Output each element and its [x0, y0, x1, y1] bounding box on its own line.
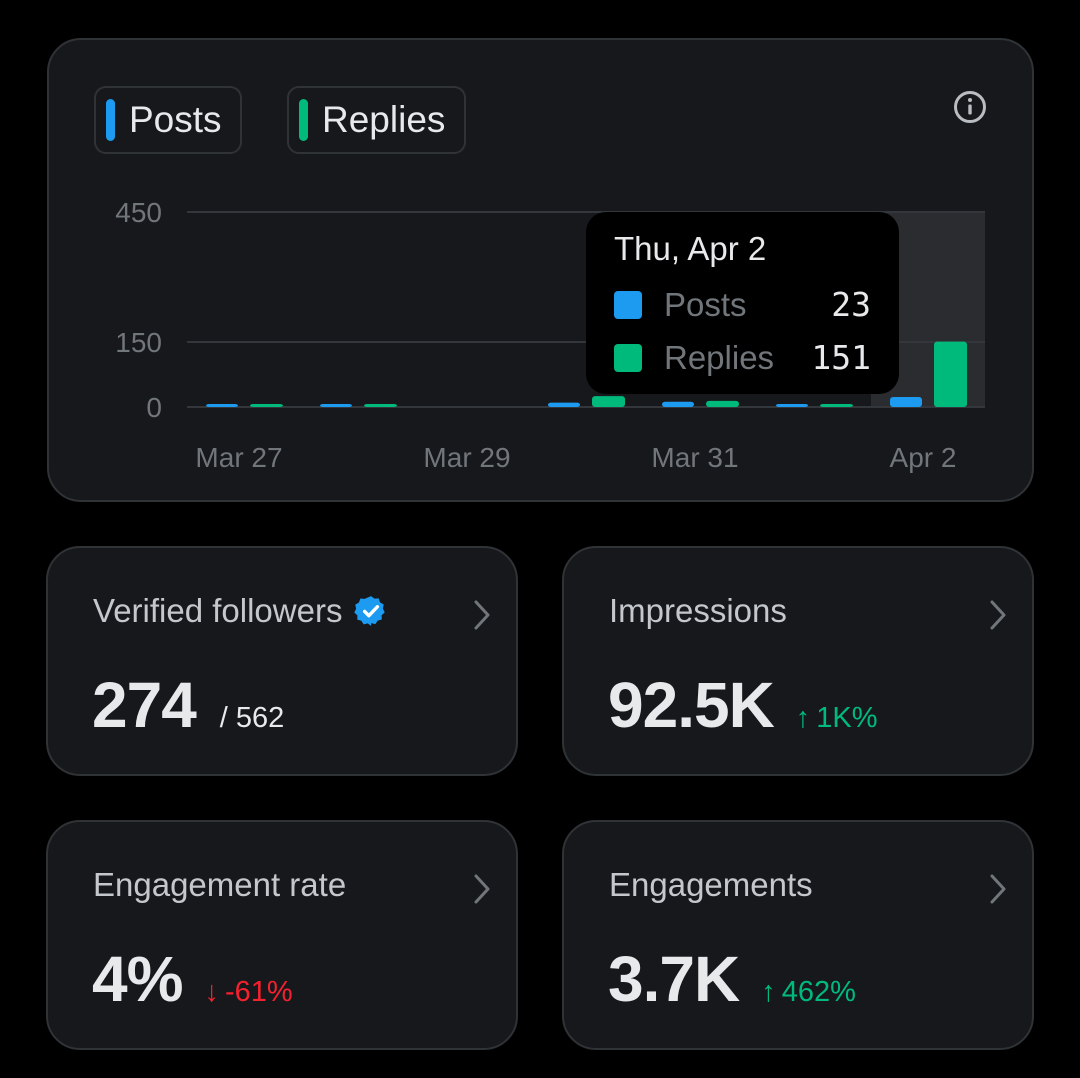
- bar-replies-mar-28[interactable]: [364, 404, 397, 407]
- tooltip-date: Thu, Apr 2: [614, 230, 767, 267]
- impressions-value-row: 92.5K ↑ 1K%: [608, 668, 878, 742]
- tooltip-posts-label: Posts: [664, 285, 747, 323]
- impressions-change: ↑ 1K%: [796, 702, 878, 735]
- x-tick-label: Mar 27: [195, 442, 282, 473]
- bar-posts-apr-1[interactable]: [776, 403, 808, 407]
- bar-replies-apr-2[interactable]: [934, 341, 967, 407]
- engagement-rate-card[interactable]: Engagement rate 4% ↓ -61%: [46, 820, 518, 1050]
- arrow-up-icon: ↑: [761, 976, 776, 1008]
- engagements-value: 3.7K: [608, 943, 740, 1015]
- y-tick-label: 0: [146, 392, 162, 423]
- engagements-title-row: Engagements: [609, 866, 813, 904]
- verified-followers-value-row: 274 / 562: [92, 668, 284, 742]
- engagements-card[interactable]: Engagements 3.7K ↑ 462%: [562, 820, 1034, 1050]
- tooltip-posts-swatch: [614, 290, 642, 319]
- legend-posts-toggle[interactable]: Posts: [94, 86, 242, 154]
- verified-followers-title: Verified followers: [93, 592, 343, 629]
- engagement-rate-change-value: -61%: [225, 976, 293, 1008]
- engagement-rate-title: Engagement rate: [93, 866, 347, 903]
- bar-replies-mar-31[interactable]: [706, 400, 739, 407]
- info-icon[interactable]: [953, 90, 987, 124]
- x-tick-label: Mar 29: [423, 442, 510, 473]
- engagements-change: ↑ 462%: [761, 976, 856, 1009]
- x-tick-label: Apr 2: [890, 442, 957, 473]
- verified-followers-value: 274: [92, 669, 197, 741]
- bar-posts-mar-28[interactable]: [320, 404, 352, 407]
- engagement-rate-title-row: Engagement rate: [93, 866, 346, 904]
- chevron-right-icon: [990, 874, 1006, 904]
- tooltip-posts-value: 23: [831, 285, 871, 324]
- impressions-card[interactable]: Impressions 92.5K ↑ 1K%: [562, 546, 1034, 776]
- bar-replies-mar-27[interactable]: [250, 404, 283, 407]
- tooltip-replies-value: 151: [811, 338, 871, 377]
- bar-posts-mar-31[interactable]: [662, 401, 694, 407]
- chevron-right-icon: [990, 600, 1006, 630]
- y-tick-label: 150: [115, 327, 162, 358]
- impressions-title-row: Impressions: [609, 592, 787, 630]
- bar-replies-apr-1[interactable]: [820, 404, 853, 407]
- tooltip-replies-label: Replies: [664, 338, 775, 376]
- verified-followers-title-row: Verified followers: [93, 592, 388, 630]
- legend-replies-toggle[interactable]: Replies: [287, 86, 466, 154]
- arrow-down-icon: ↓: [204, 976, 220, 1008]
- bar-replies-mar-30[interactable]: [592, 396, 625, 407]
- chevron-right-icon: [474, 600, 490, 630]
- tooltip-row-replies: Replies 151: [614, 331, 871, 384]
- total-followers-value: / 562: [219, 702, 285, 734]
- bar-posts-apr-2[interactable]: [890, 397, 922, 407]
- engagements-value-row: 3.7K ↑ 462%: [608, 942, 856, 1016]
- impressions-title: Impressions: [609, 592, 787, 629]
- legend-replies-label: Replies: [322, 99, 446, 140]
- bar-posts-mar-30[interactable]: [548, 402, 580, 407]
- verified-followers-card[interactable]: Verified followers 274 / 562: [46, 546, 518, 776]
- posts-swatch: [106, 99, 115, 141]
- y-tick-label: 450: [115, 197, 162, 228]
- bar-posts-mar-27[interactable]: [206, 404, 238, 407]
- tooltip-replies-swatch: [614, 343, 642, 372]
- tooltip-row-posts: Posts 23: [614, 278, 871, 331]
- engagement-rate-value: 4%: [92, 943, 183, 1015]
- replies-swatch: [299, 99, 308, 141]
- engagements-title: Engagements: [609, 866, 813, 903]
- verified-badge-icon: [354, 596, 386, 626]
- activity-chart-card: Posts Replies 450 150 0 Mar 27 Mar 29 Mar 31 A…: [47, 38, 1034, 502]
- impressions-change-value: 1K%: [816, 702, 878, 734]
- x-tick-label: Mar 31: [651, 442, 738, 473]
- chart-tooltip: Thu, Apr 2 Posts 23 Replies 151: [586, 212, 899, 394]
- engagements-change-value: 462%: [781, 976, 856, 1008]
- arrow-up-icon: ↑: [795, 702, 811, 734]
- impressions-value: 92.5K: [608, 669, 775, 741]
- legend-posts-label: Posts: [129, 99, 222, 140]
- engagement-rate-value-row: 4% ↓ -61%: [92, 942, 293, 1016]
- engagement-rate-change: ↓ -61%: [205, 976, 293, 1009]
- chevron-right-icon: [474, 874, 490, 904]
